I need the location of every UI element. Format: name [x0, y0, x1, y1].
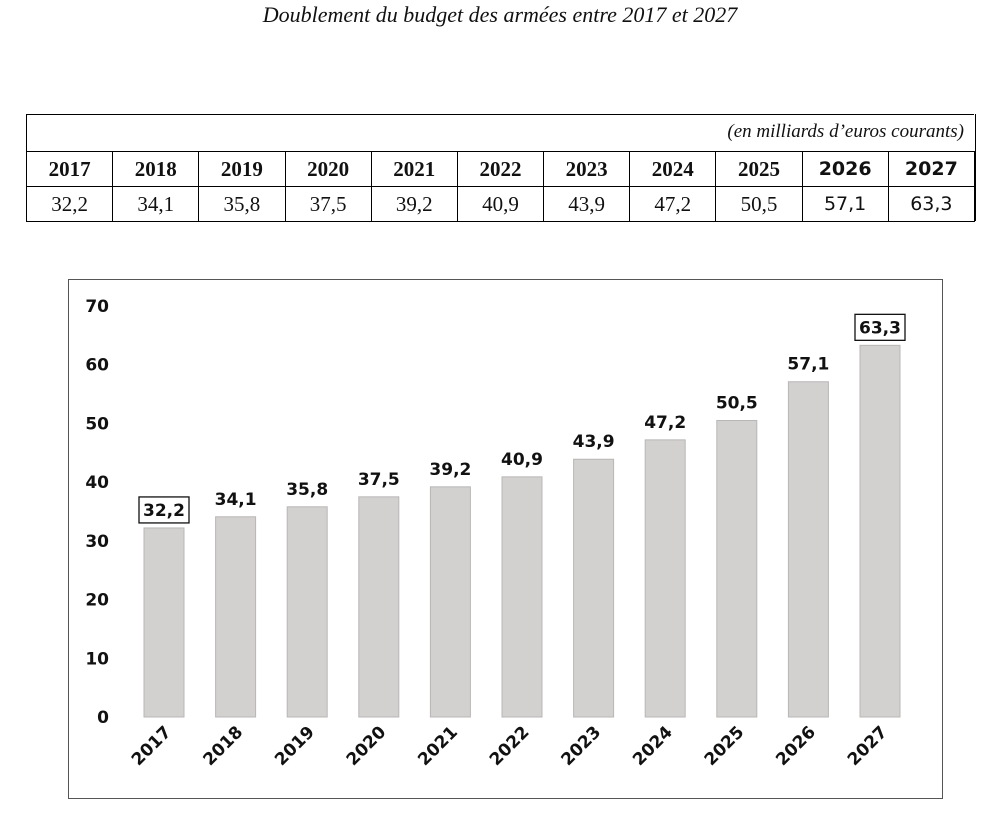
year-cell: 2020 [284, 151, 372, 187]
bar-2024 [644, 439, 686, 718]
x-tick-label: 2026 [772, 722, 820, 770]
bars [143, 344, 901, 718]
y-tick-label: 10 [85, 649, 109, 669]
data-label-box [138, 496, 190, 524]
year-cell: 2017 [25, 151, 114, 187]
value-cell: 50,5 [715, 186, 803, 222]
x-tick-label: 2019 [271, 722, 319, 770]
data-label: 32,2 [143, 501, 185, 521]
bar-2017 [143, 527, 185, 718]
data-labels: 32,2 34,1 35,8 37,5 39,2 40,9 43,9 47,2 50,5 57,1… [138, 313, 906, 524]
y-tick-label: 50 [85, 414, 109, 434]
data-label: 35,8 [286, 480, 328, 500]
year-cell: 2025 [715, 151, 803, 187]
value-cell: 32,2 [25, 186, 114, 222]
value-cell: 35,8 [198, 186, 286, 222]
value-cell: 47,2 [629, 186, 717, 222]
data-label: 63,3 [859, 318, 901, 338]
data-label: 57,1 [787, 355, 829, 375]
year-cell: 2027 [887, 151, 976, 187]
data-label: 34,1 [215, 490, 257, 510]
y-tick-label: 30 [85, 532, 109, 552]
year-cell: 2024 [629, 151, 717, 187]
year-header-row: 2017 2018 2019 2020 2021 2022 2023 2024 … [25, 151, 976, 187]
year-cell: 2023 [543, 151, 631, 187]
page-title: Doublement du budget des armées entre 20… [262, 2, 738, 27]
data-label: 43,9 [573, 432, 615, 452]
bar-2018 [215, 516, 257, 718]
x-tick-label: 2022 [486, 722, 534, 770]
data-label: 40,9 [501, 450, 543, 470]
data-label: 37,5 [358, 470, 400, 490]
value-cell: 40,9 [456, 186, 545, 222]
data-label: 39,2 [429, 460, 471, 480]
year-cell: 2018 [112, 151, 200, 187]
value-cell: 37,5 [284, 186, 372, 222]
x-tick-label: 2020 [343, 722, 391, 770]
value-cell: 57,1 [801, 186, 889, 222]
bar-2021 [429, 486, 471, 718]
x-tick-label: 2021 [414, 722, 462, 770]
chart-frame: 0 10 20 30 40 50 60 70 32,2 34,1 35,8 37,5 39,2 40,9… [68, 279, 943, 799]
x-tick-label: 2018 [200, 722, 248, 770]
bar-2020 [358, 496, 400, 718]
y-tick-label: 0 [97, 708, 109, 728]
x-tick-label: 2017 [128, 722, 176, 770]
bar-chart: 0 10 20 30 40 50 60 70 32,2 34,1 35,8 37,5 39,2 40,9… [85, 297, 906, 770]
bar-2027 [859, 344, 901, 718]
bar-2019 [286, 506, 328, 718]
x-tick-label: 2027 [844, 722, 892, 770]
bar-2025 [716, 419, 758, 718]
year-cell: 2022 [456, 151, 545, 187]
x-axis: 2017 2018 2019 2020 2021 2022 2023 2024 2025 2026… [128, 722, 892, 770]
x-tick-label: 2024 [629, 722, 677, 770]
bar-2023 [573, 458, 615, 718]
year-cell: 2026 [801, 151, 889, 187]
value-cell: 39,2 [370, 186, 458, 222]
bar-2022 [501, 476, 543, 718]
value-cell: 34,1 [112, 186, 200, 222]
y-tick-label: 40 [85, 473, 109, 493]
y-tick-label: 20 [85, 591, 109, 611]
x-tick-label: 2023 [558, 722, 606, 770]
year-cell: 2021 [370, 151, 458, 187]
value-cell: 63,3 [887, 186, 976, 222]
unit-note: (en milliards d’euros courants) [727, 121, 964, 142]
data-label: 47,2 [644, 413, 686, 433]
unit-note-row: (en milliards d’euros courants) [26, 114, 974, 152]
value-row: 32,2 34,1 35,8 37,5 39,2 40,9 43,9 47,2 … [25, 186, 976, 222]
year-cell: 2019 [198, 151, 286, 187]
data-label-box [854, 313, 906, 341]
y-tick-label: 70 [85, 297, 109, 317]
budget-table: 2017 2018 2019 2020 2021 2022 2023 2024 … [25, 151, 976, 222]
bar-2026 [787, 381, 829, 718]
y-axis: 0 10 20 30 40 50 60 70 [85, 297, 109, 728]
value-cell: 43,9 [543, 186, 631, 222]
y-tick-label: 60 [85, 356, 109, 376]
data-label: 50,5 [716, 393, 758, 413]
x-tick-label: 2025 [701, 722, 749, 770]
